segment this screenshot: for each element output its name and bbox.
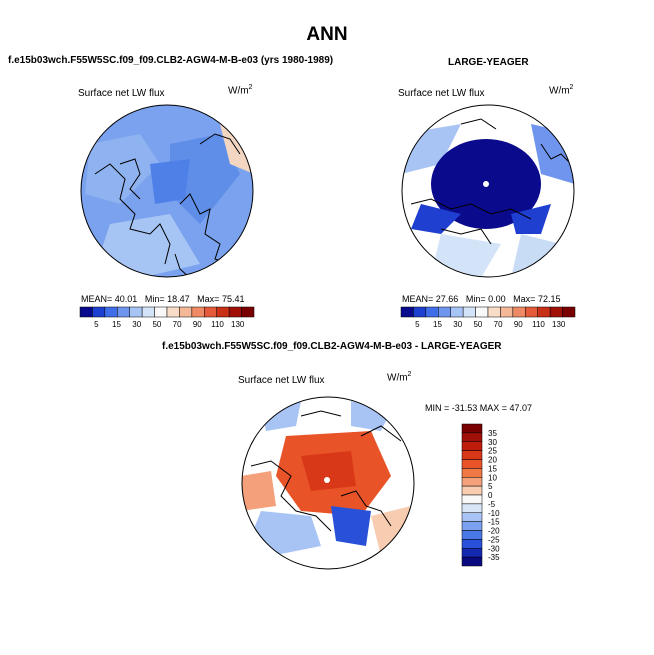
- panel3-units: W/m2: [387, 371, 412, 384]
- colorbar1-swatch-8: [179, 306, 193, 318]
- panel1-units: W/m2: [228, 84, 253, 97]
- colorbar2-swatch-12: [549, 306, 563, 318]
- colorbar2-swatch-9: [512, 306, 526, 318]
- colorbar3-swatch-9: [461, 503, 483, 513]
- map-panel1: [80, 104, 254, 278]
- colorbar3-swatch-5: [461, 468, 483, 478]
- colorbar1-swatch-1: [92, 306, 106, 318]
- colorbar3-swatch-4: [461, 459, 483, 469]
- colorbar2-label-4: 70: [494, 320, 503, 329]
- colorbar3-swatch-2: [461, 441, 483, 451]
- colorbar2-label-7: 130: [552, 320, 566, 329]
- colorbar-panel1: 5 15 30 50 70 90 110 130: [79, 306, 255, 329]
- colorbar3-swatch-7: [461, 485, 483, 496]
- colorbar2-swatch-2: [425, 306, 439, 318]
- colorbar2-label-6: 110: [532, 320, 545, 329]
- colorbar3-label-13: -30: [488, 544, 500, 553]
- colorbar3-label-5: 10: [488, 473, 497, 482]
- colorbar2-label-1: 15: [433, 320, 442, 329]
- panel1-title: Surface net LW flux: [78, 88, 165, 99]
- colorbar1-swatch-3: [117, 306, 130, 318]
- panel3-title: Surface net LW flux: [238, 375, 325, 386]
- colorbar3-swatch-11: [461, 521, 483, 531]
- colorbar3-swatch-13: [461, 539, 483, 549]
- colorbar3-label-11: -20: [488, 527, 500, 536]
- panel2-title: Surface net LW flux: [398, 88, 485, 99]
- colorbar1-label-5: 90: [193, 320, 202, 329]
- colorbar2-swatch-1: [413, 306, 427, 318]
- colorbar3-label-10: -15: [488, 518, 500, 527]
- colorbar1-label-3: 50: [152, 320, 161, 329]
- colorbar1-label-4: 70: [173, 320, 182, 329]
- colorbar2-swatch-8: [500, 306, 514, 318]
- colorbar-panel2: 5 15 30 50 70 90 110 130: [400, 306, 576, 329]
- colorbar3-label-8: -5: [488, 500, 496, 509]
- panel2-units: W/m2: [549, 84, 574, 97]
- colorbar3-label-0: 35: [488, 429, 497, 438]
- panel2-stats: MEAN= 27.66 Min= 0.00 Max= 72.15: [402, 294, 561, 304]
- left-panel-header: f.e15b03wch.F55W5SC.f09_f09.CLB2-AGW4-M-…: [8, 55, 334, 66]
- colorbar1-label-2: 30: [132, 320, 141, 329]
- colorbar2-swatch-5: [462, 306, 476, 318]
- colorbar2-label-2: 30: [453, 320, 462, 329]
- colorbar1-swatch-6: [154, 306, 168, 318]
- colorbar3-swatch-1: [461, 432, 483, 442]
- colorbar1-swatch-12: [228, 306, 242, 318]
- colorbar3-swatch-14: [461, 548, 483, 558]
- colorbar1-swatch-13: [241, 306, 255, 318]
- colorbar1-swatch-11: [216, 306, 230, 318]
- colorbar2-swatch-0: [400, 306, 414, 318]
- colorbar1-swatch-5: [141, 306, 155, 318]
- colorbar1-label-0: 5: [94, 320, 99, 329]
- colorbar2-swatch-6: [475, 306, 489, 318]
- colorbar3-swatch-3: [461, 450, 483, 460]
- colorbar2-swatch-11: [537, 306, 551, 318]
- colorbar3-label-6: 5: [488, 482, 493, 491]
- colorbar1-swatch-10: [204, 306, 217, 318]
- page-title: ANN: [306, 24, 348, 45]
- colorbar1-swatch-4: [129, 306, 143, 318]
- colorbar1-swatch-7: [166, 306, 180, 318]
- colorbar2-label-0: 5: [415, 320, 420, 329]
- colorbar2-swatch-13: [562, 306, 576, 318]
- colorbar2-swatch-4: [450, 306, 464, 318]
- colorbar2-label-5: 90: [514, 320, 523, 329]
- colorbar3-label-3: 20: [488, 456, 497, 465]
- colorbar3-label-14: -35: [488, 553, 500, 562]
- colorbar3-swatch-12: [461, 530, 483, 540]
- colorbar1-swatch-0: [79, 306, 93, 318]
- colorbar3-swatch-6: [461, 477, 483, 487]
- colorbar3-label-7: 0: [488, 491, 493, 500]
- colorbar1-label-6: 110: [211, 320, 224, 329]
- difference-panel-header: f.e15b03wch.F55W5SC.f09_f09.CLB2-AGW4-M-…: [162, 341, 502, 352]
- colorbar2-swatch-3: [438, 306, 451, 318]
- colorbar3-label-1: 30: [488, 438, 497, 447]
- colorbar1-swatch-9: [191, 306, 205, 318]
- panel3-stats: MIN = -31.53 MAX = 47.07: [425, 403, 533, 413]
- colorbar1-label-1: 15: [112, 320, 121, 329]
- colorbar2-swatch-7: [487, 306, 501, 318]
- panel1-stats: MEAN= 40.01 Min= 18.47 Max= 75.41: [81, 294, 245, 304]
- colorbar3-label-4: 15: [488, 464, 497, 473]
- colorbar2-label-3: 50: [473, 320, 482, 329]
- colorbar1-swatch-2: [104, 306, 118, 318]
- colorbar3-label-12: -25: [488, 535, 500, 544]
- colorbar2-swatch-10: [525, 306, 538, 318]
- colorbar3-swatch-15: [461, 556, 483, 567]
- colorbar3-swatch-8: [461, 494, 483, 505]
- right-panel-header: LARGE-YEAGER: [448, 57, 529, 68]
- map-panel2: [401, 104, 575, 278]
- map-panel3: [241, 396, 415, 570]
- colorbar3-swatch-10: [461, 512, 483, 522]
- colorbar1-label-7: 130: [231, 320, 245, 329]
- colorbar3-swatch-0: [461, 423, 483, 434]
- colorbar3-label-9: -10: [488, 509, 500, 518]
- colorbar3-label-2: 25: [488, 447, 497, 456]
